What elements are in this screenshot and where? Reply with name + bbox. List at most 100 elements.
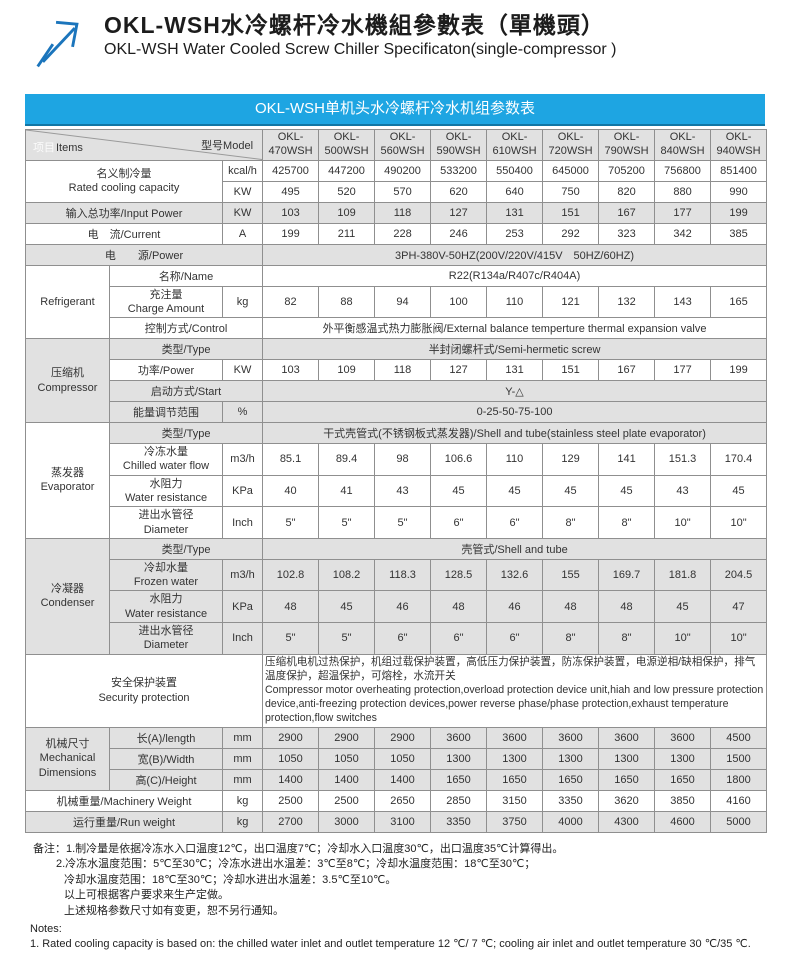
value-cell: 3600: [486, 726, 544, 749]
value-cell: 118.3: [374, 558, 432, 592]
notes-section: 备注：1.制冷量是依据冷冻水入口温度12℃，出口温度7℃；冷却水入口温度30℃，…: [0, 833, 790, 953]
value-cell: 88: [318, 285, 376, 319]
value-cell: 5": [262, 622, 320, 655]
value-cell: 1400: [374, 768, 432, 791]
value-cell: 385: [710, 222, 768, 245]
unit-cell: m3/h: [221, 558, 264, 592]
value-cell: 165: [710, 285, 768, 319]
value-cell: 3350: [542, 789, 600, 812]
value-cell: 211: [318, 222, 376, 245]
row-input-power: 输入总功率/Input Power KW 103 109 118 127 131…: [25, 201, 768, 224]
row-label: 功率/Power: [109, 359, 223, 382]
value-cell: 5000: [710, 810, 768, 833]
unit-cell: A: [221, 222, 264, 245]
row-label: 宽(B)/Width: [109, 747, 223, 770]
row-label: 类型/Type: [108, 338, 264, 361]
value-cell: 1650: [542, 768, 600, 791]
unit-cell: mm: [221, 768, 264, 791]
value-cell: 89.4: [318, 443, 376, 476]
page-title-en: OKL-WSH Water Cooled Screw Chiller Speci…: [104, 41, 617, 59]
value-cell: 1400: [318, 768, 376, 791]
row-current: 电 流/Current A 199 211 228 246 253 292 32…: [25, 222, 768, 245]
value-cell: 990: [710, 180, 768, 203]
page-header: OKL-WSH水冷螺杆冷水機組參數表（單機頭） OKL-WSH Water Co…: [0, 0, 790, 78]
value-cell: 2700: [262, 810, 320, 833]
spec-table: 项目Items 型号Model OKL- 470WSH OKL- 500WSH …: [24, 129, 768, 833]
unit-cell: KPa: [221, 590, 264, 624]
value-cell: 2500: [262, 789, 320, 812]
value-cell: 151: [542, 201, 600, 224]
row-dimension-length: 机械尺寸 Mechanical Dimensions 长(A)/length m…: [25, 726, 768, 791]
row-label: 能量调节范围: [109, 401, 223, 424]
value-cell: Y-△: [262, 380, 768, 403]
row-label: 进出水管径 Diameter: [109, 506, 223, 539]
row-condenser-type: 冷凝器 Condenser 类型/Type 壳管式/Shell and tube: [25, 537, 768, 655]
value-cell: 94: [374, 285, 432, 319]
value-cell: 246: [430, 222, 488, 245]
value-cell: 2900: [374, 726, 432, 749]
unit-cell: Inch: [221, 622, 264, 655]
diagonal-divider: [26, 130, 262, 160]
row-condenser-flow: 冷却水量 Frozen water m3/h 102.8 108.2 118.3…: [26, 558, 768, 592]
value-cell: 1500: [710, 747, 768, 770]
value-cell: 3620: [598, 789, 656, 812]
value-cell: 10": [710, 506, 768, 539]
row-label: 冷冻水量 Chilled water flow: [109, 443, 223, 476]
value-cell: 46: [374, 590, 432, 624]
value-cell: 121: [542, 285, 600, 319]
row-power-source: 电 源/Power 3PH-380V-50HZ(200V/220V/415V 5…: [24, 243, 768, 266]
value-cell: 169.7: [598, 558, 656, 592]
unit-cell: mm: [221, 747, 264, 770]
row-label: 冷却水量 Frozen water: [109, 558, 223, 592]
value-cell: 47: [710, 590, 768, 624]
row-label: 运行重量/Run weight: [25, 810, 223, 833]
note-line: 备注：1.制冷量是依据冷冻水入口温度12℃，出口温度7℃；冷却水入口温度30℃，…: [33, 842, 564, 855]
row-label: 水阻力 Water resistance: [109, 590, 223, 624]
row-dimension-height: 高(C)/Height mm 1400 1400 1400 1650 1650 …: [26, 768, 768, 791]
value-cell: 2900: [318, 726, 376, 749]
row-label: 启动方式/Start: [108, 380, 264, 403]
value-cell: 2850: [430, 789, 488, 812]
value-cell: 43: [374, 474, 432, 508]
note-line: 以上可根据客户要求来生产定做。: [64, 889, 229, 902]
row-cooling-kw: KW 495 520 570 620 640 750 820 880 990: [26, 180, 768, 203]
row-label: 类型/Type: [108, 422, 264, 445]
security-text-cell: 压缩机电机过热保护，机组过载保护装置，高低压力保护装置，防冻保护装置，电源逆相/…: [262, 653, 768, 728]
row-label: 名义制冷量 Rated cooling capacity: [25, 159, 223, 203]
value-cell: 3600: [598, 726, 656, 749]
value-cell: 半封闭螺杆式/Semi-hermetic screw: [262, 338, 768, 361]
value-cell: 82: [262, 285, 320, 319]
row-label: 名称/Name: [108, 264, 264, 287]
row-label: 控制方式/Control: [108, 317, 264, 340]
row-security-protection: 安全保护装置 Security protection 压缩机电机过热保护，机组过…: [24, 653, 768, 728]
value-cell: 1050: [318, 747, 376, 770]
value-cell: 490200: [374, 159, 432, 182]
value-cell: 851400: [710, 159, 768, 182]
value-cell: 620: [430, 180, 488, 203]
model-header: OKL- 470WSH: [262, 129, 320, 161]
value-cell: 167: [598, 201, 656, 224]
unit-cell: KW: [221, 180, 264, 203]
value-cell: 109: [318, 359, 376, 382]
value-cell: 550400: [486, 159, 544, 182]
value-cell: 118: [374, 201, 432, 224]
value-cell: 143: [654, 285, 712, 319]
value-cell: 110: [486, 285, 544, 319]
row-compressor-power: 功率/Power KW 103 109 118 127 131 151 167 …: [26, 359, 768, 382]
value-cell: 4500: [710, 726, 768, 749]
value-cell: 127: [430, 359, 488, 382]
value-cell: 1800: [710, 768, 768, 791]
value-cell: 495: [262, 180, 320, 203]
value-cell: 4600: [654, 810, 712, 833]
value-cell: 132: [598, 285, 656, 319]
value-cell: 1650: [486, 768, 544, 791]
row-label: 电 源/Power: [24, 243, 264, 266]
value-cell: 880: [654, 180, 712, 203]
value-cell: 1650: [430, 768, 488, 791]
value-cell: R22(R134a/R407c/R404A): [262, 264, 768, 287]
value-cell: 131: [486, 359, 544, 382]
model-header: OKL- 840WSH: [654, 129, 712, 161]
value-cell: 4000: [542, 810, 600, 833]
note-line: 上述规格参数尺寸如有变更，恕不另行通知。: [64, 904, 284, 917]
value-cell: 8": [542, 506, 600, 539]
